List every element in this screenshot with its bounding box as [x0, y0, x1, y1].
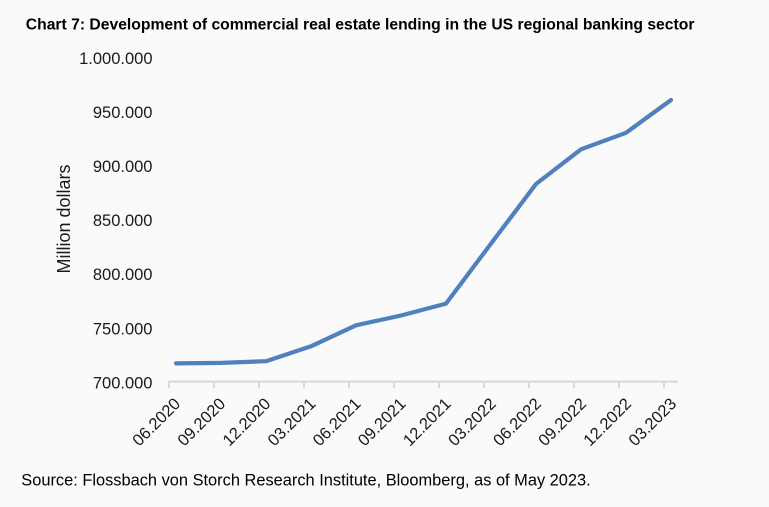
svg-text:850.000: 850.000 — [93, 212, 153, 230]
svg-text:1.000.000: 1.000.000 — [79, 50, 152, 68]
svg-text:950.000: 950.000 — [93, 104, 153, 122]
svg-text:750.000: 750.000 — [93, 320, 153, 338]
svg-text:Chart 7: Development of commer: Chart 7: Development of commercial real … — [26, 17, 695, 34]
svg-text:Source: Flossbach von Storch R: Source: Flossbach von Storch Research In… — [21, 472, 590, 490]
svg-text:Million dollars: Million dollars — [54, 164, 74, 273]
svg-text:900.000: 900.000 — [93, 158, 153, 176]
svg-text:700.000: 700.000 — [93, 374, 153, 392]
svg-text:800.000: 800.000 — [93, 266, 153, 284]
